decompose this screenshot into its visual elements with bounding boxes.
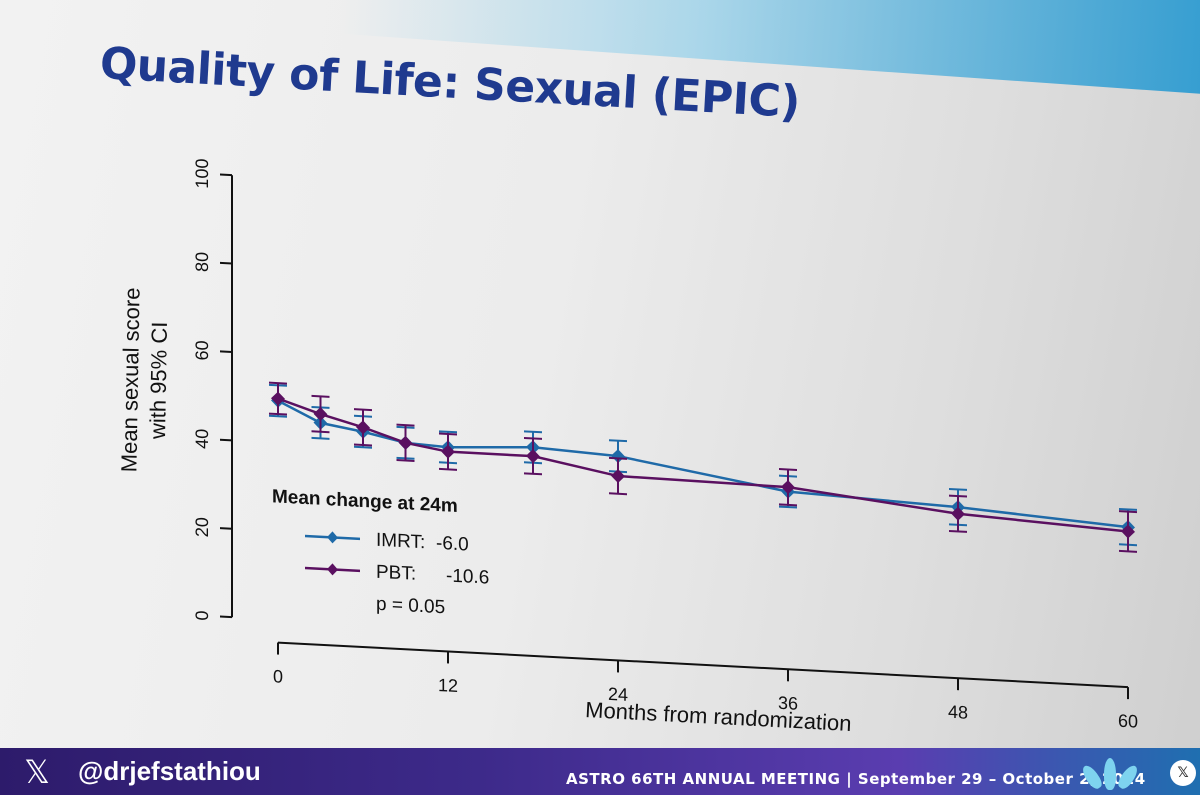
data-point-pbt (1121, 524, 1135, 539)
x-tick-label: 60 (1118, 711, 1138, 732)
y-tick (220, 615, 232, 619)
y-axis-label: Mean sexual score with 95% CI (116, 287, 172, 472)
y-axis-label-line-2: with 95% CI (145, 321, 172, 440)
astro-leaf-logo-icon (1079, 750, 1141, 794)
y-axis-label-line-1: Mean sexual score (116, 287, 144, 472)
x-logo-icon: 𝕏 (24, 753, 50, 791)
series-layer (269, 381, 1137, 553)
legend-label-pbt: PBT: (376, 562, 416, 585)
chart-plot-group: 0 20 40 60 80 100 0 12 24 36 48 60 Mean change at … (192, 158, 1138, 732)
series-imrt (269, 383, 1137, 547)
legend-value-imrt: -6.0 (436, 533, 469, 556)
data-point-pbt (398, 435, 413, 450)
legend-entry-imrt: IMRT: -6.0 (305, 530, 469, 556)
data-point-imrt (611, 449, 625, 464)
x-tick-label: 36 (778, 693, 798, 714)
x-axis-line (278, 641, 1128, 689)
y-tick-label: 20 (192, 517, 212, 538)
data-point-pbt (951, 506, 965, 521)
legend-marker-imrt (327, 531, 338, 544)
data-point-pbt (781, 480, 795, 495)
legend-title: Mean change at 24m (272, 486, 458, 517)
y-tick-label: 80 (192, 251, 212, 272)
x-ticks: 0 12 24 36 48 60 (273, 642, 1138, 732)
x-tick-label: 24 (608, 684, 628, 705)
footer-bar: 𝕏 @drjefstathiou ASTRO 66TH ANNUAL MEETI… (0, 748, 1200, 795)
data-point-pbt (526, 449, 540, 464)
y-tick (220, 527, 232, 530)
x-tick-label: 0 (273, 666, 283, 687)
x-badge-icon: 𝕏 (1170, 760, 1196, 786)
legend-marker-pbt (327, 563, 338, 576)
x-tick-label: 48 (948, 702, 968, 723)
y-ticks: 0 20 40 60 80 100 (192, 158, 232, 621)
data-point-pbt (271, 391, 285, 406)
y-tick-label: 100 (192, 158, 212, 189)
x-tick-label: 12 (438, 675, 458, 696)
legend-p-value: p = 0.05 (376, 594, 445, 619)
y-tick (220, 350, 232, 353)
data-point-pbt (356, 420, 370, 435)
footer-handle: @drjefstathiou (78, 756, 261, 786)
slide-header-band (0, 0, 1200, 95)
y-tick-label: 0 (192, 610, 212, 621)
x-axis-label: Months from randomization (585, 697, 853, 736)
y-tick-label: 60 (192, 340, 212, 361)
y-tick (220, 438, 232, 442)
y-tick (220, 261, 232, 265)
data-point-pbt (611, 469, 625, 484)
series-line-pbt (277, 397, 1129, 533)
legend-entry-pbt: PBT: -10.6 (305, 562, 489, 589)
series-pbt (269, 381, 1137, 553)
data-point-pbt (313, 407, 328, 422)
footer-meeting-text: ASTRO 66TH ANNUAL MEETING | September 29… (566, 770, 1146, 788)
data-point-pbt (441, 444, 455, 459)
y-tick (220, 173, 232, 177)
y-tick-label: 40 (192, 428, 212, 449)
legend-label-imrt: IMRT: (376, 530, 425, 554)
legend-value-pbt: -10.6 (446, 565, 489, 588)
